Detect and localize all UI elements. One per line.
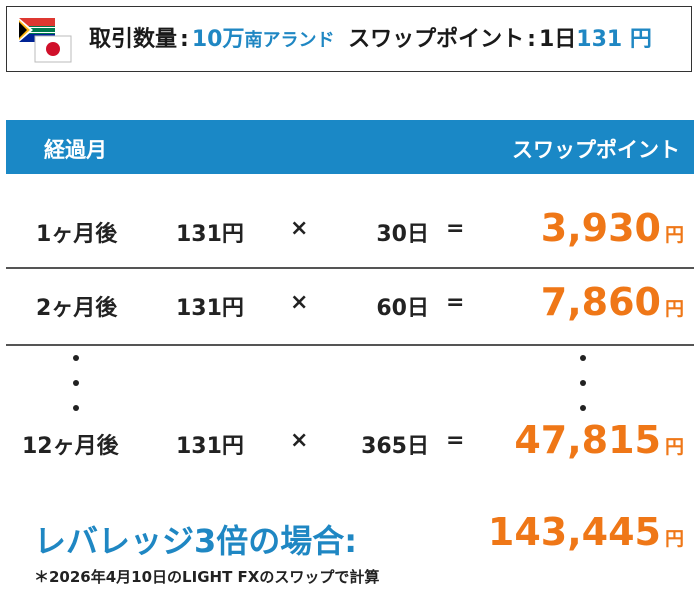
trade-volume-label: 取引数量 <box>89 27 178 52</box>
month-cell: 12ヶ月後 <box>22 434 119 459</box>
footnote: ＊2026年4月10日のLIGHT FXのスワップで計算 <box>34 568 380 586</box>
swap-value: 131 <box>576 27 623 52</box>
rate-cell: 131円 <box>176 434 244 459</box>
summary-text: 取引数量:10万南アランド スワップポイント:1日131 円 <box>89 25 652 56</box>
yen-unit: 円 <box>629 27 652 52</box>
ellipsis-dot <box>73 405 79 411</box>
trade-amount: 10万 <box>191 27 245 52</box>
ellipsis-dot <box>73 355 79 361</box>
result-value: 47,815 <box>514 418 661 462</box>
japan-flag-icon <box>34 35 72 63</box>
month-cell: 1ヶ月後 <box>36 222 118 247</box>
table-row: 2ヶ月後 131円 × 60日 = 7,860 円 <box>0 280 700 360</box>
swap-point-header: スワップポイント <box>512 138 680 162</box>
equals-sign: = <box>446 290 465 315</box>
colon: : <box>180 27 189 52</box>
row-divider <box>6 267 694 269</box>
summary-box: 取引数量:10万南アランド スワップポイント:1日131 円 <box>6 6 692 72</box>
leverage-unit: 円 <box>664 528 684 550</box>
days-cell: 30日 <box>376 222 429 247</box>
days-cell: 60日 <box>376 296 429 321</box>
ellipsis-dot <box>73 380 79 386</box>
ellipsis-dot <box>580 380 586 386</box>
days-cell: 365日 <box>361 434 429 459</box>
result-cell: 3,930 円 <box>541 206 684 250</box>
result-unit: 円 <box>664 436 684 458</box>
equals-sign: = <box>446 216 465 241</box>
table-header: 経過月 スワップポイント <box>6 120 694 174</box>
result-unit: 円 <box>664 298 684 320</box>
row-divider <box>6 344 694 346</box>
multiply-sign: × <box>290 290 309 315</box>
result-value: 7,860 <box>540 280 661 324</box>
leverage-value: 143,445 <box>487 510 661 554</box>
rate-cell: 131円 <box>176 296 244 321</box>
colon: : <box>527 27 536 52</box>
table-row: 12ヶ月後 131円 × 365日 = 47,815 円 <box>0 418 700 498</box>
equals-sign: = <box>446 428 465 453</box>
ellipsis-dot <box>580 355 586 361</box>
swap-point-label: スワップポイント <box>348 27 525 52</box>
result-unit: 円 <box>664 224 684 246</box>
multiply-sign: × <box>290 428 309 453</box>
flags-icon <box>19 18 72 63</box>
month-cell: 2ヶ月後 <box>36 296 118 321</box>
table-row: 1ヶ月後 131円 × 30日 = 3,930 円 <box>0 206 700 286</box>
ellipsis-dot <box>580 405 586 411</box>
leverage-label: レバレッジ3倍の場合: <box>34 522 358 560</box>
currency-name: 南アランド <box>244 30 335 51</box>
elapsed-month-header: 経過月 <box>44 138 107 162</box>
leverage-result: 143,445 円 <box>488 510 684 554</box>
rate-cell: 131円 <box>176 222 244 247</box>
result-cell: 47,815 円 <box>514 418 684 462</box>
per-day-label: 1日 <box>538 27 577 52</box>
result-value: 3,930 <box>540 206 661 250</box>
result-cell: 7,860 円 <box>541 280 684 324</box>
multiply-sign: × <box>290 216 309 241</box>
